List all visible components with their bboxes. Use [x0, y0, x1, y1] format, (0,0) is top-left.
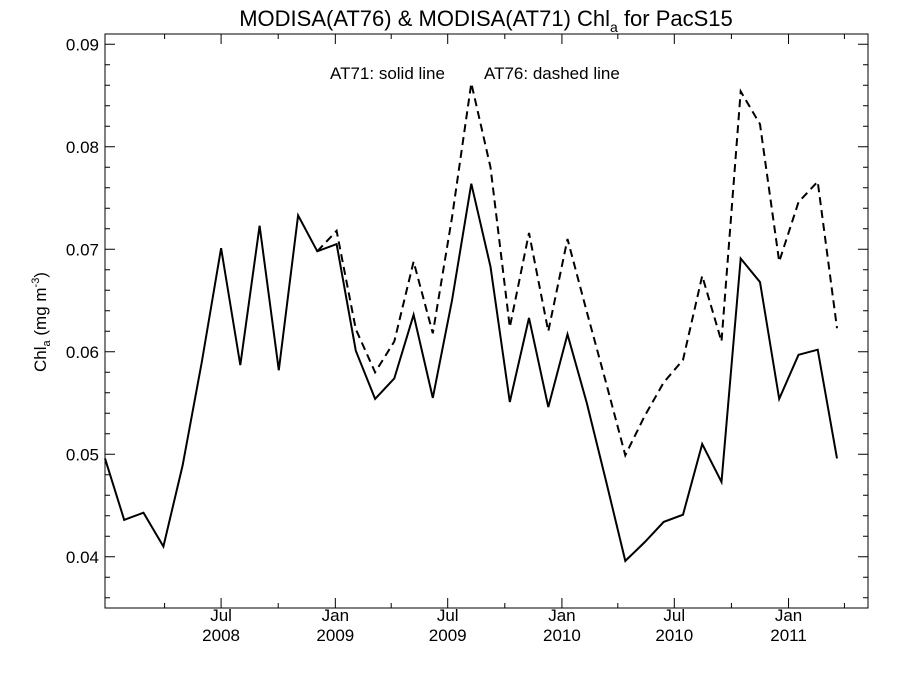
y-tick-label: 0.05 — [66, 445, 99, 464]
series-line-at71-solid — [104, 183, 838, 563]
x-tick-label-month: Jan — [548, 606, 575, 625]
plot-frame — [104, 33, 869, 609]
chart-title: MODISA(AT76) & MODISA(AT71) Chla for Pac… — [239, 6, 733, 35]
x-tick-label-month: Jul — [210, 606, 232, 625]
axis-ticks: 0.040.050.060.070.080.09Jul2008Jan2009Ju… — [66, 34, 868, 645]
chart-title-subscript: a — [610, 19, 618, 35]
y-axis-label-subscript: a — [41, 339, 53, 346]
series-lines — [104, 82, 838, 563]
x-tick-label-year: 2011 — [770, 626, 807, 645]
x-tick-label-month: Jul — [663, 606, 685, 625]
y-axis-label-units: (mg m — [31, 287, 50, 340]
y-tick-label: 0.06 — [66, 343, 99, 362]
chart-title-main: MODISA(AT76) & MODISA(AT71) Chl — [239, 6, 610, 31]
y-tick-label: 0.09 — [66, 35, 99, 54]
x-tick-label-month: Jul — [437, 606, 459, 625]
y-tick-label: 0.08 — [66, 138, 99, 157]
annotation-dashed-line: AT76: dashed line — [484, 64, 620, 83]
x-tick-label-year: 2009 — [316, 626, 354, 645]
x-tick-label-year: 2010 — [543, 626, 581, 645]
y-axis-label: Chla (mg m-3) — [30, 272, 53, 372]
y-axis-label-main: Chl — [31, 346, 50, 372]
x-tick-label-month: Jan — [775, 606, 802, 625]
y-tick-label: 0.04 — [66, 548, 99, 567]
y-tick-label: 0.07 — [66, 240, 99, 259]
chart-title-suffix: for PacS15 — [618, 6, 733, 31]
x-tick-label-year: 2010 — [655, 626, 693, 645]
annotation-solid-line: AT71: solid line — [330, 64, 445, 83]
x-tick-label-year: 2009 — [429, 626, 467, 645]
y-axis-label-superscript: -3 — [30, 278, 42, 288]
series-line-at76-dashed — [316, 82, 838, 459]
x-tick-label-month: Jan — [322, 606, 349, 625]
y-axis-label-close: ) — [31, 272, 50, 278]
x-tick-label-year: 2008 — [202, 626, 240, 645]
